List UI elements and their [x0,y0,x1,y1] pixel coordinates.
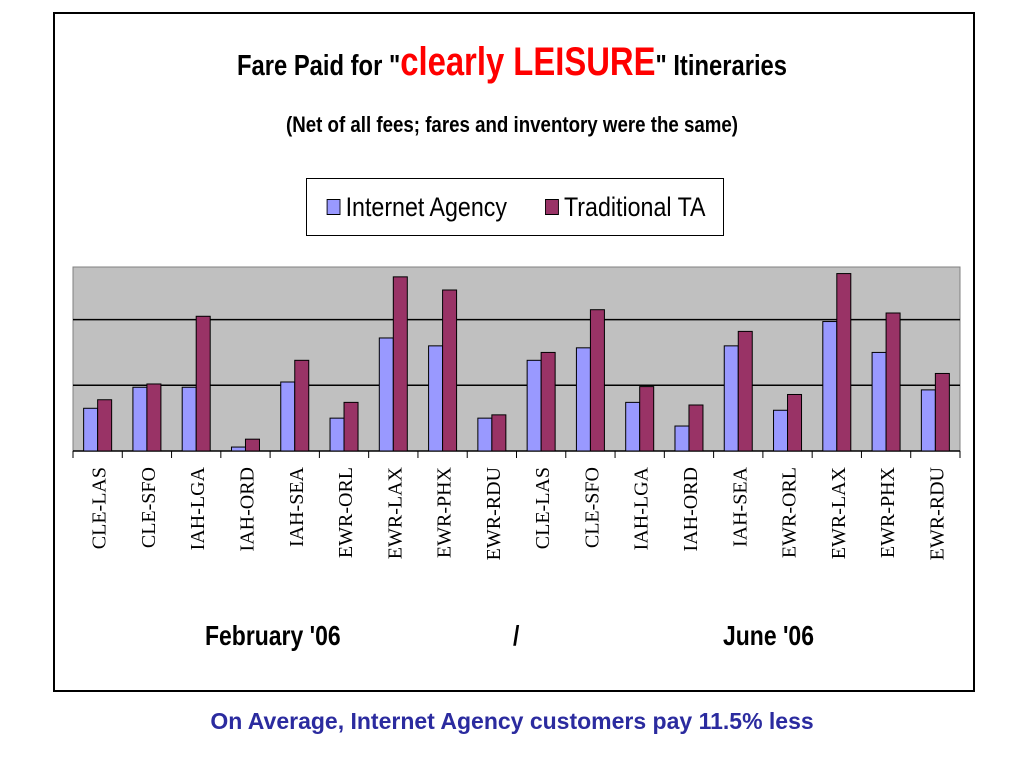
x-tick-label-12: IAH-ORD [680,467,702,551]
bar-internet-agency-11 [625,401,641,452]
x-tick-label-0: CLE-LAS [89,467,111,549]
x-tick-label-4: IAH-SEA [286,466,308,547]
x-tick-label-14: EWR-ORL [779,467,801,558]
group-label-february: February '06 [205,620,341,651]
bar-traditional-ta-0 [97,399,113,452]
bar-internet-agency-10 [575,347,591,452]
x-tick-label-15: EWR-LAX [828,466,850,559]
x-tick-label-3: IAH-ORD [236,467,258,551]
bar-internet-agency-3 [230,446,246,452]
x-tick-label-7: EWR-PHX [434,466,456,558]
bar-internet-agency-7 [428,345,444,452]
bar-traditional-ta-17 [934,372,950,452]
bar-internet-agency-15 [822,321,838,452]
x-tick-label-10: CLE-SFO [581,467,603,548]
x-tick-label-16: EWR-PHX [877,466,899,558]
bar-traditional-ta-9 [540,351,556,452]
bar-internet-agency-8 [477,417,493,452]
footnote: On Average, Internet Agency customers pa… [210,708,814,734]
bar-traditional-ta-4 [294,359,310,452]
group-label-june: June '06 [723,620,814,651]
chart-legend: Internet Agency Traditional TA [306,178,724,236]
legend-swatch-traditional-ta [544,199,559,215]
bar-traditional-ta-15 [836,273,852,452]
x-tick-label-8: EWR-RDU [483,466,505,560]
bar-internet-agency-5 [329,417,345,452]
x-tick-label-13: IAH-SEA [729,466,751,547]
bar-traditional-ta-3 [244,438,260,452]
bar-internet-agency-1 [132,386,148,452]
chart-subtitle: (Net of all fees; fares and inventory we… [285,112,739,137]
bar-internet-agency-12 [674,425,690,452]
bar-internet-agency-13 [723,345,739,452]
bar-internet-agency-0 [83,407,99,452]
x-tick-label-9: CLE-LAS [532,467,554,549]
title-highlight: clearly LEISURE [400,40,656,84]
bar-traditional-ta-2 [195,315,211,452]
legend-item-internet-agency: Internet Agency [326,191,507,223]
legend-label-traditional-ta: Traditional TA [563,191,706,222]
bar-internet-agency-16 [871,351,887,452]
bar-traditional-ta-13 [737,330,753,452]
bar-traditional-ta-5 [343,401,359,452]
x-tick-label-17: EWR-RDU [926,466,948,560]
bar-traditional-ta-8 [491,414,507,452]
bar-traditional-ta-1 [146,383,162,452]
legend-swatch-internet-agency [326,199,341,215]
bar-internet-agency-14 [773,409,789,452]
x-tick-label-2: IAH-LGA [187,466,209,550]
bar-traditional-ta-6 [392,276,408,452]
bar-traditional-ta-10 [589,309,605,452]
legend-item-traditional-ta: Traditional TA [544,191,706,223]
x-tick-label-11: IAH-LGA [631,466,653,550]
bar-traditional-ta-16 [885,312,901,452]
plot-area [72,266,961,452]
x-tick-label-6: EWR-LAX [384,466,406,559]
bar-traditional-ta-11 [639,386,655,452]
bar-internet-agency-6 [378,337,394,452]
bar-internet-agency-9 [526,359,542,452]
bar-traditional-ta-12 [688,404,704,452]
bar-internet-agency-17 [920,389,936,452]
bar-internet-agency-2 [181,386,197,452]
bar-internet-agency-4 [280,381,296,452]
x-tick-label-5: EWR-ORL [335,467,357,558]
group-label-separator: / [513,620,520,651]
chart-title: Fare Paid for "clearly LEISURE" Itinerar… [236,40,788,84]
legend-label-internet-agency: Internet Agency [345,191,507,222]
x-tick-label-1: CLE-SFO [138,467,160,548]
bar-traditional-ta-7 [442,289,458,452]
bar-traditional-ta-14 [787,393,803,452]
